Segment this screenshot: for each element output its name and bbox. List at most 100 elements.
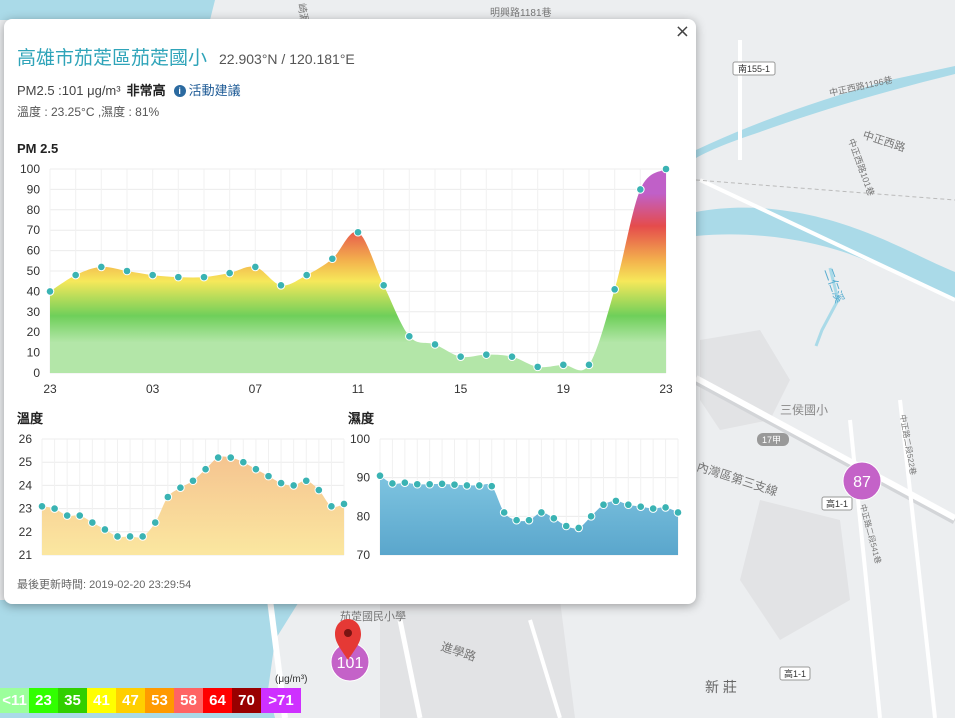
data-point bbox=[148, 270, 157, 280]
data-point bbox=[462, 481, 472, 490]
data-point bbox=[188, 476, 198, 486]
data-point bbox=[353, 227, 363, 237]
last-updated: 最後更新時間: 2019-02-20 23:29:54 bbox=[17, 576, 191, 592]
data-point bbox=[226, 453, 236, 462]
data-point bbox=[661, 503, 670, 512]
data-point bbox=[327, 501, 336, 511]
chart-area bbox=[42, 456, 344, 555]
y-tick-label: 100 bbox=[350, 432, 370, 446]
legend-item: >71 bbox=[261, 688, 301, 713]
data-point bbox=[533, 362, 542, 372]
legend-item: 58 bbox=[174, 688, 203, 713]
data-point bbox=[636, 185, 645, 194]
chart-title: 濕度 bbox=[348, 411, 375, 426]
data-point bbox=[125, 532, 135, 541]
station-marker-value: 87 bbox=[853, 474, 871, 491]
x-tick-label: 19 bbox=[557, 382, 571, 396]
pm25-level: 非常高 bbox=[126, 83, 166, 98]
data-point bbox=[574, 523, 583, 533]
data-point bbox=[289, 481, 298, 490]
x-tick-label: 23 bbox=[659, 382, 673, 396]
data-point bbox=[425, 479, 434, 489]
data-point bbox=[251, 464, 261, 474]
pm25-color-legend: <11 23 35 41 47 53 58 64 70 >71 bbox=[0, 688, 301, 713]
activity-advice-link[interactable]: 活動建議 bbox=[188, 83, 241, 98]
data-point bbox=[400, 478, 410, 487]
y-tick-label: 40 bbox=[27, 284, 41, 298]
y-tick-label: 21 bbox=[19, 548, 33, 562]
route-shield: 高1-1 bbox=[784, 668, 806, 679]
y-tick-label: 26 bbox=[19, 432, 33, 446]
pm25-reading: PM2.5 :101 μg/m³ bbox=[17, 83, 121, 98]
data-point bbox=[537, 508, 546, 517]
route-shield: 17甲 bbox=[762, 435, 781, 445]
chart-title: PM 2.5 bbox=[17, 141, 58, 156]
data-point bbox=[75, 511, 85, 520]
last-updated-label: 最後更新時間: bbox=[17, 579, 87, 591]
y-tick-label: 30 bbox=[27, 305, 41, 319]
data-point bbox=[314, 485, 324, 495]
chart-area bbox=[380, 475, 678, 555]
y-tick-label: 90 bbox=[357, 471, 371, 485]
data-point bbox=[487, 481, 497, 491]
data-point bbox=[586, 512, 596, 521]
data-point bbox=[599, 500, 608, 510]
data-point bbox=[610, 285, 619, 294]
y-tick-label: 20 bbox=[27, 325, 41, 339]
pm25-summary: PM2.5 :101 μg/m³ 非常高 i 活動建議 bbox=[17, 80, 241, 99]
info-icon[interactable]: i bbox=[173, 85, 186, 97]
station-info-popup: × 高雄市茄萣區茄萣國小 22.903°N / 120.181°E PM2.5 :… bbox=[4, 19, 696, 604]
x-tick-label: 07 bbox=[249, 382, 263, 396]
data-point bbox=[561, 521, 571, 531]
data-point bbox=[163, 492, 173, 502]
y-tick-label: 90 bbox=[27, 182, 41, 196]
data-point bbox=[412, 479, 422, 489]
y-tick-label: 10 bbox=[27, 346, 41, 360]
data-point bbox=[559, 360, 568, 370]
data-point bbox=[430, 340, 440, 349]
y-tick-label: 70 bbox=[357, 548, 371, 562]
data-point bbox=[673, 508, 683, 517]
y-tick-label: 24 bbox=[19, 478, 33, 492]
data-point bbox=[302, 270, 311, 280]
x-tick-label: 23 bbox=[43, 382, 57, 396]
data-point bbox=[524, 515, 534, 525]
popup-header: 高雄市茄萣區茄萣國小 22.903°N / 120.181°E bbox=[17, 43, 355, 70]
data-point bbox=[648, 504, 658, 513]
legend-item: 23 bbox=[29, 688, 58, 713]
data-point bbox=[584, 360, 594, 370]
charts-area: PM 2.5 0 10 20 30 40 50 60 70 80 90 100 23 03 07 11 15 19… bbox=[17, 141, 683, 562]
data-point bbox=[482, 350, 491, 359]
y-tick-label: 23 bbox=[19, 502, 33, 516]
legend-item: 70 bbox=[232, 688, 261, 713]
station-marker[interactable]: 87 bbox=[842, 461, 882, 501]
y-tick-label: 0 bbox=[33, 366, 40, 380]
data-point bbox=[201, 464, 210, 474]
data-point bbox=[388, 479, 397, 488]
legend-item: 41 bbox=[87, 688, 116, 713]
data-point bbox=[176, 483, 185, 493]
data-point bbox=[239, 457, 248, 467]
data-point bbox=[661, 164, 671, 174]
data-point bbox=[122, 266, 132, 276]
legend-item: 35 bbox=[58, 688, 87, 713]
data-point bbox=[50, 504, 59, 513]
route-shield: 南155-1 bbox=[738, 63, 770, 74]
data-point bbox=[174, 272, 183, 282]
data-point bbox=[475, 481, 484, 490]
data-point bbox=[611, 496, 621, 506]
close-icon[interactable]: × bbox=[674, 21, 690, 42]
station-marker-selected[interactable]: 101 bbox=[330, 619, 370, 682]
site-name: 高雄市茄萣區茄萣國小 bbox=[17, 48, 208, 69]
data-point bbox=[456, 352, 465, 361]
x-tick-label: 11 bbox=[352, 382, 365, 396]
y-tick-label: 80 bbox=[357, 509, 371, 523]
data-point bbox=[88, 518, 97, 527]
map-label-area: 新 莊 bbox=[705, 679, 737, 695]
legend-item: 47 bbox=[116, 688, 145, 713]
map-label-school: 三侯國小 bbox=[780, 403, 828, 417]
station-marker-value: 101 bbox=[337, 655, 364, 672]
data-point bbox=[113, 532, 122, 541]
legend-item: <11 bbox=[0, 688, 29, 713]
data-point bbox=[499, 508, 509, 517]
